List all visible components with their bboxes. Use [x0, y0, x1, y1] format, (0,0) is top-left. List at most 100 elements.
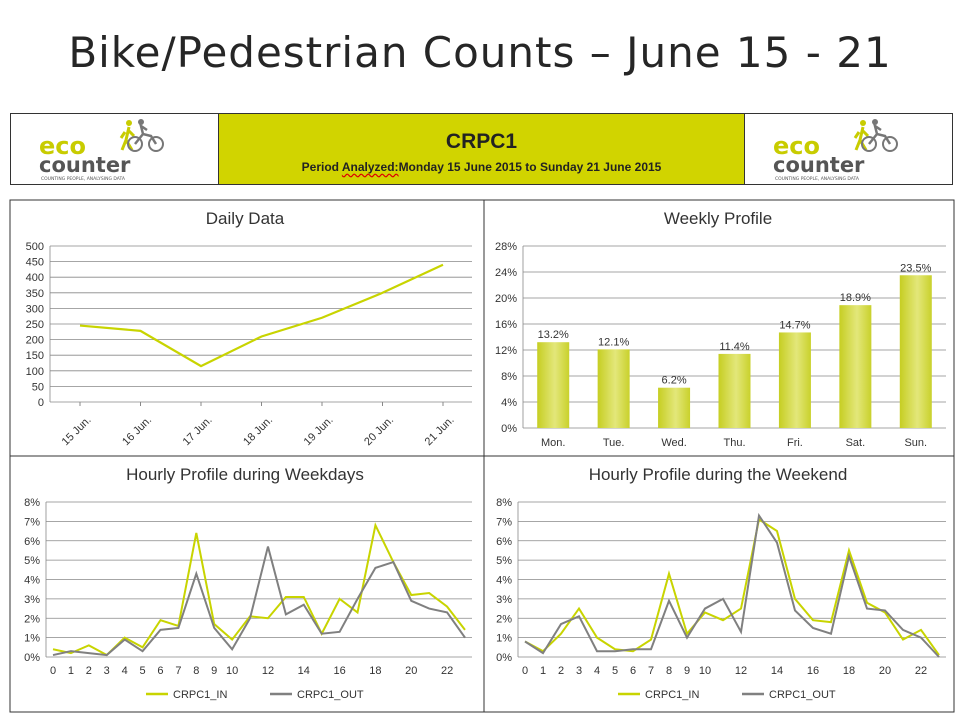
y-tick-label: 2% — [496, 613, 512, 625]
y-tick-label: 4% — [501, 397, 517, 409]
y-tick-label: 400 — [26, 272, 44, 284]
y-tick-label: 250 — [26, 319, 44, 331]
period-analyzed: Period Analyzed:Monday 15 June 2015 to S… — [219, 160, 744, 174]
bar-data-label: 14.7% — [779, 319, 810, 331]
chart-weekend: Hourly Profile during the Weekend 0% 1% 2% 3… — [496, 465, 946, 701]
y-tick-label: 1% — [24, 633, 40, 645]
x-tick-label: 12 — [735, 665, 747, 677]
y-tick-label: 8% — [501, 371, 517, 383]
eco-counter-logo-icon: eco counter COUNTING PEOPLE, ANALYSING D… — [39, 119, 164, 182]
logo-tagline: COUNTING PEOPLE, ANALYSING DATA — [775, 176, 860, 182]
y-tick-label: 450 — [26, 257, 44, 269]
eco-counter-logo-right: eco counter COUNTING PEOPLE, ANALYSING D… — [744, 114, 952, 184]
chart-title: Hourly Profile during the Weekend — [589, 465, 848, 484]
legend-label: CRPC1_IN — [645, 689, 699, 701]
panel-weekend — [483, 455, 955, 713]
y-tick-label: 50 — [32, 381, 44, 393]
x-tick-label: 18 — [843, 665, 855, 677]
x-tick-label: 16 Jun. — [120, 414, 154, 448]
x-tick-label: 7 — [175, 665, 181, 677]
chart-weekdays: Hourly Profile during Weekdays 0% 1% 2% 3% 4%… — [24, 465, 472, 701]
y-tick-label: 12% — [495, 345, 517, 357]
bar-data-label: 23.5% — [900, 262, 931, 274]
report-header: eco counter COUNTING PEOPLE, ANALYSING D… — [10, 113, 953, 185]
y-tick-label: 20% — [495, 293, 517, 305]
bar-data-label: 12.1% — [598, 336, 629, 348]
x-tick-label: 4 — [594, 665, 600, 677]
chart-title: Hourly Profile during Weekdays — [126, 465, 364, 484]
x-tick-label: 12 — [262, 665, 274, 677]
x-tick-label: 15 Jun. — [60, 414, 94, 448]
cyclist-pedestrian-icon — [853, 119, 898, 152]
x-tick-label: 16 — [333, 665, 345, 677]
x-tick-label: Thu. — [723, 437, 745, 449]
x-tick-label: 3 — [104, 665, 110, 677]
x-tick-label: 6 — [157, 665, 163, 677]
x-tick-label: 4 — [122, 665, 128, 677]
chart-title: Weekly Profile — [664, 209, 772, 228]
x-tick-label: Wed. — [661, 437, 686, 449]
bar-data-label: 18.9% — [840, 292, 871, 304]
chart-title: Daily Data — [206, 209, 285, 228]
y-tick-label: 16% — [495, 319, 517, 331]
x-tick-label: 20 — [879, 665, 891, 677]
report-header-title-cell: CRPC1 Period Analyzed:Monday 15 June 201… — [219, 114, 744, 184]
x-tick-label: 8 — [666, 665, 672, 677]
x-tick-label: 2 — [86, 665, 92, 677]
y-tick-label: 28% — [495, 241, 517, 253]
weekly-bar — [597, 349, 630, 428]
x-tick-label: 2 — [558, 665, 564, 677]
x-tick-label: 14 — [298, 665, 310, 677]
x-tick-label: 6 — [630, 665, 636, 677]
y-tick-label: 3% — [24, 594, 40, 606]
x-tick-label: Sat. — [846, 437, 866, 449]
weekly-bar — [839, 305, 872, 428]
y-tick-label: 4% — [24, 575, 40, 587]
y-tick-label: 7% — [24, 516, 40, 528]
logo-word-bottom: counter — [773, 153, 865, 177]
panel-frames — [9, 199, 955, 713]
x-tick-label: 20 Jun. — [362, 414, 396, 448]
y-tick-label: 5% — [496, 555, 512, 567]
y-tick-label: 8% — [496, 497, 512, 509]
counter-name: CRPC1 — [445, 130, 518, 153]
y-tick-label: 7% — [496, 516, 512, 528]
slide-title: Bike/Pedestrian Counts – June 15 - 21 — [68, 28, 892, 77]
x-tick-label: 5 — [140, 665, 146, 677]
x-tick-label: 9 — [684, 665, 690, 677]
x-tick-label: 16 — [807, 665, 819, 677]
y-tick-label: 350 — [26, 288, 44, 300]
x-tick-label: 14 — [771, 665, 783, 677]
y-tick-label: 1% — [496, 633, 512, 645]
y-tick-label: 24% — [495, 267, 517, 279]
weekly-bar — [899, 275, 932, 428]
y-tick-label: 2% — [24, 613, 40, 625]
cyclist-pedestrian-icon — [119, 119, 164, 152]
series-line-crpc1-out — [524, 512, 940, 658]
series-line-crpc1-out — [52, 546, 466, 657]
x-tick-label: 7 — [648, 665, 654, 677]
y-tick-label: 0% — [501, 423, 517, 435]
x-tick-label: 1 — [68, 665, 74, 677]
logo-word-top: eco — [773, 132, 820, 160]
y-tick-label: 6% — [24, 536, 40, 548]
x-tick-label: 18 — [369, 665, 381, 677]
x-tick-label: 17 Jun. — [181, 414, 215, 448]
y-tick-label: 6% — [496, 536, 512, 548]
bar-data-label: 11.4% — [719, 341, 750, 353]
y-tick-label: 3% — [496, 594, 512, 606]
y-tick-label: 200 — [26, 335, 44, 347]
y-tick-label: 300 — [26, 303, 44, 315]
x-tick-label: 1 — [540, 665, 546, 677]
series-line-crpc1-in — [52, 522, 466, 657]
eco-counter-logo-left: eco counter COUNTING PEOPLE, ANALYSING D… — [11, 114, 219, 184]
x-tick-label: 10 — [226, 665, 238, 677]
y-tick-label: 150 — [26, 350, 44, 362]
period-label: Analyzed: — [341, 160, 399, 174]
logo-word-top: eco — [39, 132, 86, 160]
x-tick-label: Tue. — [603, 437, 625, 449]
x-tick-label: 10 — [699, 665, 711, 677]
x-tick-label: 22 — [441, 665, 453, 677]
logo-tagline: COUNTING PEOPLE, ANALYSING DATA — [41, 176, 126, 182]
